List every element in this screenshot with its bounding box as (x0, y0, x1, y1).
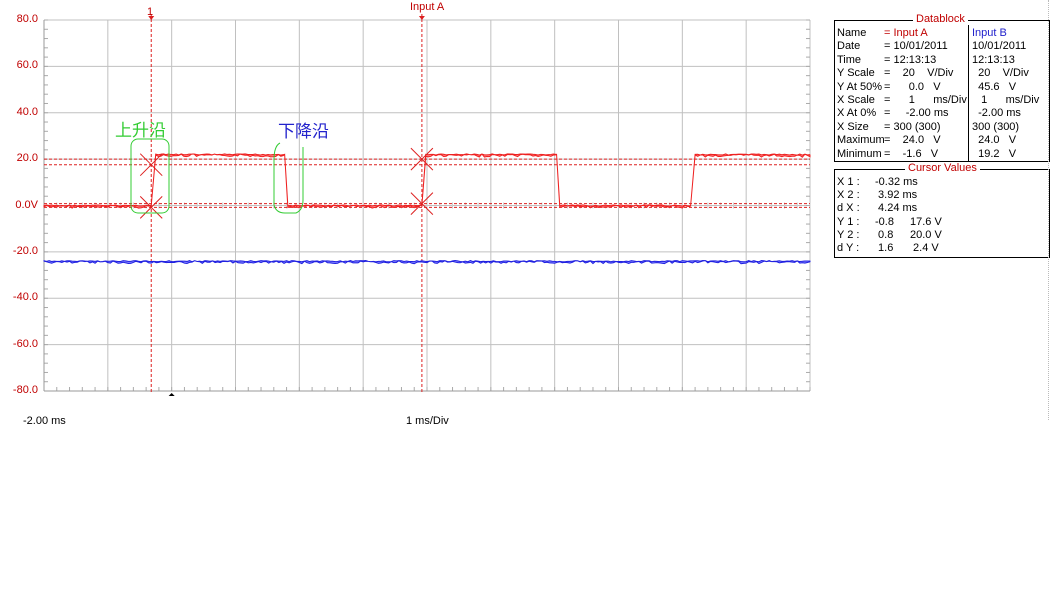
trigger-marker (168, 393, 175, 396)
datablock-label: Y Scale (837, 67, 875, 80)
datablock-value-b: 24.0 V (972, 134, 1017, 147)
datablock-value-a: = 300 (300) (884, 120, 941, 133)
right-edge-divider (1048, 0, 1049, 420)
y-tick-label: 40.0 (16, 105, 38, 118)
cursor-cross-marker (139, 196, 163, 219)
cursor-value-1: 0.8 (875, 228, 894, 241)
y-tick-label: 80.0 (16, 13, 38, 25)
cursor-label: X 1 : (837, 176, 860, 188)
datablock-label: X Size (837, 120, 869, 133)
datablock-label: Maximum (837, 134, 885, 147)
datablock-value-b: 20 V/Div (972, 67, 1029, 80)
cursor-cross-marker (139, 153, 163, 177)
datablock-label: X At 0% (837, 107, 877, 120)
datablock-label: Name (837, 27, 867, 39)
datablock-label: Time (837, 53, 862, 66)
cursor-label: Y 1 : (837, 215, 860, 228)
cursor-label: d Y : (837, 242, 860, 254)
y-tick-label: 20.0 (16, 152, 38, 165)
rising-edge-highlight (130, 138, 170, 214)
y-tick-label: 60.0 (16, 59, 38, 72)
datablock-value-b: Input B (972, 27, 1007, 39)
datablock-title: Datablock (913, 13, 968, 25)
cursor-value-2: 17.6 V (910, 215, 942, 228)
datablock-value-a: = 12:13:13 (884, 53, 937, 66)
cursor-value-1: -0.32 ms (875, 176, 918, 188)
datablock-value-b: 45.6 V (972, 80, 1017, 93)
datablock-value-a: = 0.0 V (884, 80, 941, 93)
datablock-value-a: = 10/01/2011 (884, 40, 948, 53)
datablock-value-a: = -2.00 ms (884, 107, 949, 120)
datablock-value-a: = 24.0 V (884, 134, 941, 147)
datablock-panel: Datablock Name = Input A Input B Date = 1… (834, 13, 1050, 162)
y-tick-label: -20.0 (12, 244, 38, 257)
cursor-2-label[interactable]: Input A (410, 1, 445, 13)
datablock-value-a: = 20 V/Div (884, 67, 954, 80)
cursor-value-2: 20.0 V (910, 228, 942, 241)
cursor-marker (418, 16, 425, 20)
datablock-value-b: 12:13:13 (972, 53, 1015, 66)
annotation-rising-edge: 上升沿 (115, 121, 166, 140)
datablock-value-a: = -1.6 V (884, 147, 939, 160)
cursor-values-title: Cursor Values (905, 162, 980, 174)
datablock-value-b: -2.00 ms (972, 107, 1021, 120)
x-scale-label: 1 ms/Div (406, 415, 449, 427)
y-tick-label: -80.0 (12, 384, 38, 396)
cursor-cross-marker (410, 147, 434, 171)
datablock-value-b: 1 ms/Div (972, 94, 1040, 106)
cursor-label: Y 2 : (837, 228, 860, 241)
cursor-value-2: 2.4 V (910, 242, 939, 254)
cursor-label: X 2 : (837, 189, 860, 202)
cursor-marker (148, 16, 155, 20)
datablock-value-a: = 1 ms/Div (884, 94, 967, 106)
y-tick-label: -40.0 (12, 291, 38, 304)
y-tick-label: -60.0 (12, 337, 38, 350)
datablock-label: X Scale (837, 94, 875, 106)
datablock-value-b: 19.2 V (972, 147, 1017, 160)
datablock-label: Y At 50% (837, 80, 883, 93)
datablock-label: Date (837, 40, 861, 53)
cursor-label: d X : (837, 202, 860, 215)
cursor-value-1: 1.6 (875, 242, 894, 254)
cursor-1-label[interactable]: 1 (147, 6, 154, 18)
annotation-falling-edge: 下降沿 (278, 122, 329, 141)
cursor-values-panel: Cursor Values X 1 : -0.32 ms X 2 : 3.92 … (834, 162, 1050, 258)
x-start-label: -2.00 ms (23, 415, 66, 427)
cursor-cross-marker (410, 192, 434, 215)
oscilloscope-plot (43, 14, 811, 396)
y-tick-label: 0.0V (15, 198, 38, 211)
series-input-b-trace (43, 259, 811, 265)
cursor-value-1: 3.92 ms (875, 189, 918, 202)
datablock-value-b: 300 (300) (972, 120, 1020, 133)
falling-edge-highlight (273, 142, 304, 214)
cursor-value-1: -0.8 (875, 215, 894, 228)
datablock-value-b: 10/01/2011 (972, 40, 1027, 53)
datablock-value-a: = Input A (884, 27, 928, 39)
cursor-value-1: 4.24 ms (875, 202, 918, 215)
datablock-label: Minimum (837, 147, 882, 160)
